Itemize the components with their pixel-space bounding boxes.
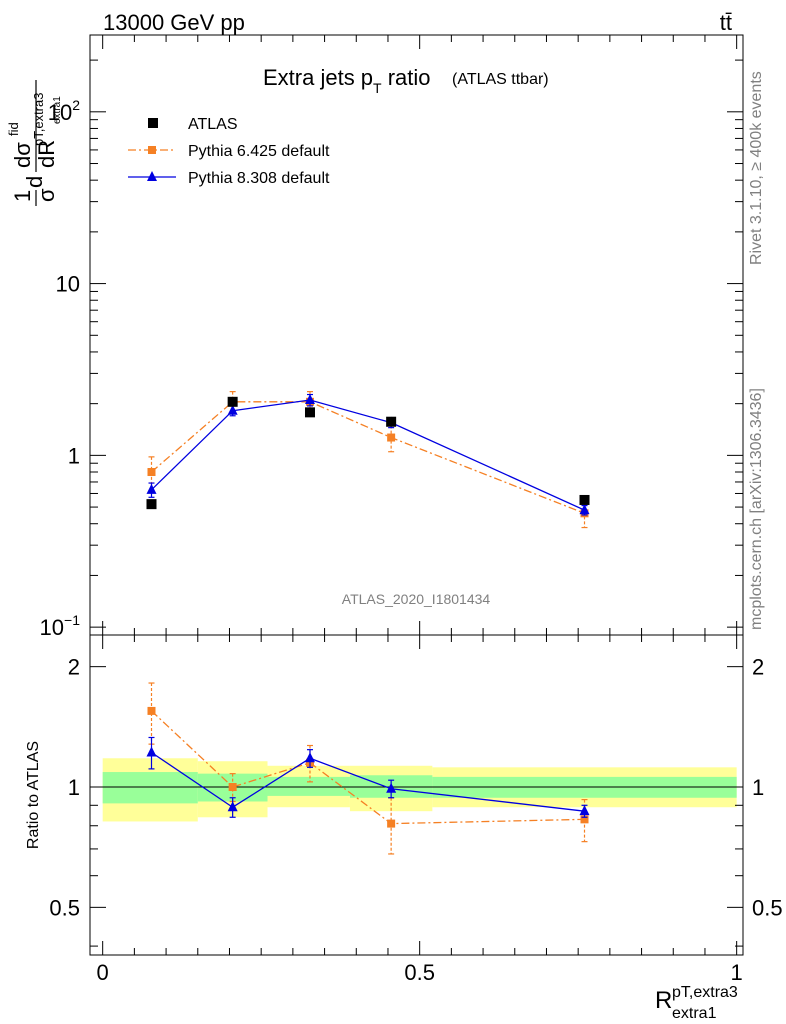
mcplots-label: mcplots.cern.ch [arXiv:1306.3436]: [748, 388, 765, 630]
main-y-tick-label: 10: [56, 272, 80, 297]
xlabel-sub: extra1: [672, 1005, 717, 1022]
main-y-tick-label: 10−1: [40, 612, 81, 640]
title-sub: T: [373, 80, 382, 96]
pythia6-point: [387, 433, 396, 442]
title-rest: ratio: [382, 65, 431, 90]
ratio-pythia6-point: [580, 815, 589, 824]
x-tick-label: 0.5: [404, 960, 435, 985]
ratio-pythia8-point: [146, 746, 157, 757]
pythia8-point: [146, 483, 157, 494]
ylabel-pt: pT,extra3: [31, 93, 46, 146]
atlas-point: [579, 494, 590, 505]
title-main: Extra jets p: [263, 65, 373, 90]
atlas-point: [386, 416, 397, 427]
pythia6-point: [147, 468, 156, 477]
pythia8-point: [579, 504, 590, 515]
atlas-point: [146, 499, 157, 510]
ratio-y-tick-label: 0.5: [49, 895, 80, 920]
ratio-plot: 0 0.5 1 2 2 1 1 0.5 0.5 Ratio to ATLAS R pT,extr…: [25, 634, 783, 1022]
process-label: tt̄: [720, 10, 732, 35]
ylabel-fid: fid: [6, 122, 21, 136]
legend-label-py6: Pythia 6.425 default: [188, 143, 330, 160]
title-small: (ATLAS ttbar): [452, 71, 549, 88]
xlabel-sup: pT,extra3: [672, 984, 738, 1001]
pythia8-point: [227, 404, 238, 415]
ratio-pythia8-point: [304, 752, 315, 763]
energy-label: 13000 GeV pp: [103, 10, 245, 35]
ratio-frame: [89, 634, 744, 956]
legend-marker-py8: [147, 171, 157, 181]
rivet-label: Rivet 3.1.10, ≥ 400k events: [748, 71, 765, 265]
ratio-y-tick-label-right: 1: [752, 775, 764, 800]
ratio-pythia6-point: [387, 819, 396, 828]
ratio-pythia6-point: [228, 783, 237, 792]
ratio-pythia8-point: [579, 805, 590, 816]
ylabel-extra1: extra1: [52, 96, 63, 124]
pythia6-line: [151, 401, 585, 514]
legend-marker-py6: [148, 146, 156, 154]
main-title: Extra jets pT ratio: [263, 65, 431, 96]
ylabel-dR: dR: [34, 140, 59, 168]
x-tick-label: 1: [731, 960, 743, 985]
main-y-tick-label: 1: [68, 443, 80, 468]
xlabel-main: R: [655, 987, 672, 1014]
legend-label-py8: Pythia 8.308 default: [188, 170, 330, 187]
ratio-pythia8-point: [227, 801, 238, 812]
ratio-y-tick-label: 2: [68, 655, 80, 680]
watermark: ATLAS_2020_I1801434: [342, 591, 491, 607]
ratio-y-tick-label-right: 2: [752, 655, 764, 680]
ylabel-d: d: [22, 176, 47, 188]
x-tick-label: 0: [97, 960, 109, 985]
legend: ATLAS Pythia 6.425 default Pythia 8.308 …: [128, 116, 330, 187]
atlas-point: [227, 396, 238, 407]
main-ylabel: 1 σ d dσ fid dR pT,extra3 extra1: [6, 80, 63, 206]
ylabel-dsigma: dσ: [10, 142, 35, 168]
ylabel-one: 1: [10, 190, 35, 202]
ratio-pythia6-point: [147, 706, 156, 715]
ratio-pythia8-point: [386, 782, 397, 793]
ratio-y-tick-label: 1: [68, 775, 80, 800]
ratio-ylabel: Ratio to ATLAS: [25, 741, 42, 849]
atlas-point: [304, 407, 315, 418]
pythia8-point: [304, 394, 315, 405]
legend-marker-atlas: [148, 118, 158, 128]
legend-label-atlas: ATLAS: [188, 116, 238, 133]
uncertainty-band-inner: [267, 776, 350, 796]
ratio-y-tick-label-right: 0.5: [752, 895, 783, 920]
xlabel: R: [655, 987, 672, 1014]
uncertainty-band-inner: [102, 772, 198, 804]
ylabel-sigma: σ: [34, 188, 59, 202]
